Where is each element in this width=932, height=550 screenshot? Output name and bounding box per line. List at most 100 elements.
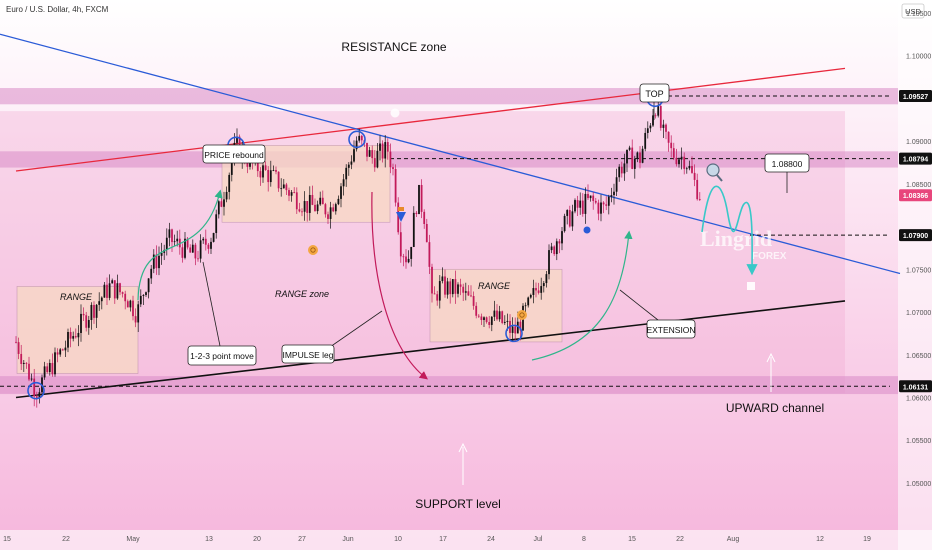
resistance-trendline (15, 67, 846, 172)
arrow-extension (531, 230, 633, 361)
price-tag-label: 1.07900 (903, 233, 928, 240)
candle-body (431, 266, 433, 294)
candle-body (124, 293, 127, 302)
candle-body (93, 304, 95, 318)
descending-trendline (0, 33, 901, 275)
candle-body (532, 288, 535, 295)
top-callout: TOP (639, 83, 670, 103)
x-tick-label: 13 (205, 536, 213, 543)
candle-body (574, 200, 576, 212)
candle-body (80, 313, 82, 333)
candle-body (626, 149, 628, 164)
candle-body (566, 210, 569, 216)
candle-body (594, 200, 597, 203)
candle-body (332, 207, 335, 212)
support-level-label: SUPPORT level (415, 497, 501, 511)
candle-body (688, 165, 691, 169)
candle-body (571, 211, 574, 227)
candle-body (150, 268, 153, 279)
candle-body (639, 152, 641, 163)
candle-body (628, 147, 631, 150)
candle-body (262, 165, 264, 178)
y-tick-label: 1.07000 (906, 310, 931, 317)
extension-text: EXTENSION (646, 325, 695, 335)
candle-body (592, 195, 595, 201)
candle-body (77, 332, 80, 338)
candle-body (597, 202, 600, 214)
candle-body (652, 115, 654, 126)
jul-low-marker (505, 324, 523, 343)
candle-body (82, 313, 85, 316)
x-tick-label: Jul (534, 536, 543, 543)
candle-body (579, 200, 582, 208)
candle-body (126, 301, 129, 308)
candle-body (48, 362, 51, 373)
candle-body (204, 238, 207, 245)
candle-body (392, 167, 394, 169)
candle-body (319, 197, 322, 205)
candle-body (17, 342, 20, 354)
candle-body (236, 136, 238, 143)
candle-body (373, 158, 376, 168)
candle-body (563, 215, 566, 232)
price-tag-label: 1.06131 (903, 384, 928, 391)
x-tick-label: 8 (582, 536, 586, 543)
candle-body (613, 191, 615, 196)
candle-body (545, 274, 548, 284)
y-tick-label: 1.07500 (906, 267, 931, 274)
candle-body (103, 284, 106, 298)
x-tick-label: 22 (62, 536, 70, 543)
candle-body (480, 316, 483, 321)
candle-body (171, 229, 173, 243)
candle-body (121, 292, 124, 294)
candle-body (420, 184, 423, 212)
y-tick-label: 1.06500 (906, 353, 931, 360)
projection-path (701, 185, 758, 276)
candle-body (428, 242, 431, 267)
y-tick-label: 1.09000 (906, 139, 931, 146)
candle-body (324, 204, 327, 215)
candle-body (132, 300, 134, 317)
low-marker (27, 381, 45, 400)
currency-badge[interactable]: USD (901, 3, 925, 19)
watermark-sub: FOREX (752, 251, 787, 262)
candle-body (589, 195, 592, 199)
candle-body (657, 106, 660, 116)
candle-body (446, 281, 449, 295)
candle-body (113, 280, 116, 299)
callout-pointer-123 (202, 261, 221, 347)
magnifier-icon (706, 163, 723, 182)
candle-body (675, 157, 678, 165)
candle-body (485, 317, 488, 323)
candle-body (145, 292, 147, 295)
candle-body (542, 283, 545, 287)
candle-body (212, 232, 215, 242)
candle-body (371, 150, 374, 159)
x-tick-label: 15 (628, 536, 636, 543)
candle-body (568, 210, 571, 227)
candle-body (43, 366, 46, 378)
candle-body (672, 148, 675, 158)
candle-body (176, 238, 179, 242)
candle-body (74, 336, 77, 338)
zones-layer (0, 88, 898, 395)
candle-body (301, 211, 303, 213)
price-rebound-text: PRICE rebound (204, 150, 264, 160)
candle-body (225, 191, 228, 200)
candle-body (35, 396, 38, 398)
candle-body (449, 281, 452, 295)
candle-body (295, 192, 298, 210)
candle-body (425, 223, 428, 243)
jun-high-marker (348, 130, 366, 149)
candle-body (389, 151, 392, 168)
candle-body (155, 254, 158, 269)
range-boxes-layer (16, 145, 563, 374)
candle-body (436, 294, 439, 301)
range-label-2: RANGE (478, 281, 511, 291)
candle-body (59, 349, 62, 355)
candle-body (111, 280, 114, 284)
candle-body (277, 171, 280, 189)
candle-body (194, 244, 197, 259)
range-label-1: RANGE (60, 292, 93, 302)
